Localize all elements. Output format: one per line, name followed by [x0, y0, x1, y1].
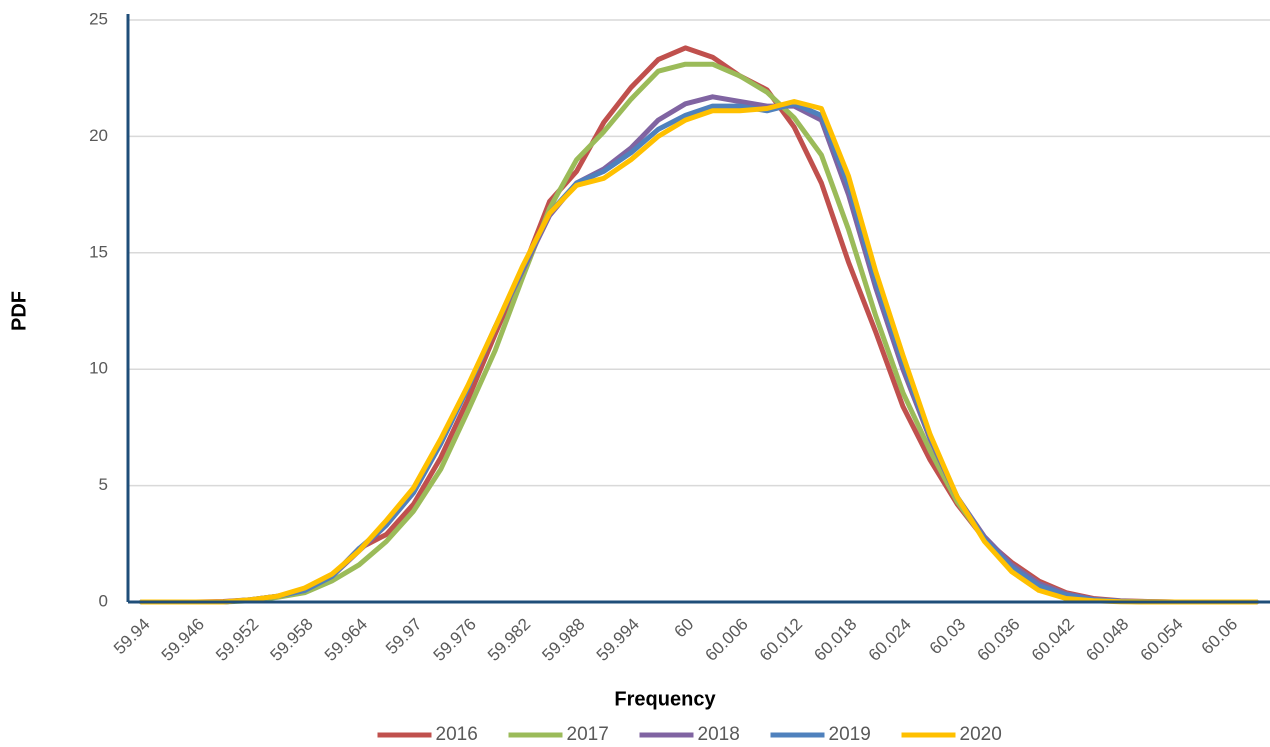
legend-label: 2018 [698, 724, 740, 745]
y-tick-label: 5 [99, 475, 108, 494]
series-line [139, 45, 1259, 605]
x-axis-title: Frequency [614, 688, 716, 710]
x-tick-label: 60.024 [865, 615, 915, 665]
x-tick-label: 59.97 [382, 615, 426, 659]
x-tick-label: 60 [671, 615, 698, 642]
legend-label: 2020 [960, 724, 1002, 745]
x-tick-label: 59.94 [110, 615, 154, 659]
x-tick-label: 59.958 [267, 615, 317, 665]
x-tick-label: 60.012 [756, 615, 806, 665]
x-tick-label: 59.964 [321, 615, 371, 665]
y-tick-label: 10 [89, 359, 108, 378]
y-axis-title: PDF [8, 291, 30, 331]
series-line [139, 99, 1259, 605]
x-tick-label: 59.988 [538, 615, 588, 665]
series-line [139, 94, 1259, 605]
x-tick-label: 60.006 [702, 615, 752, 665]
y-tick-label: 15 [89, 242, 108, 261]
y-tick-label: 0 [99, 591, 108, 610]
series-line [139, 101, 1259, 605]
x-tick-label: 60.042 [1028, 615, 1078, 665]
x-tick-label: 60.06 [1198, 615, 1242, 659]
x-tick-label: 60.018 [810, 615, 860, 665]
x-tick-label: 59.946 [158, 615, 208, 665]
x-tick-label: 60.054 [1137, 615, 1187, 665]
x-tick-label: 60.048 [1082, 615, 1132, 665]
legend-label: 2016 [436, 724, 478, 745]
x-tick-label: 59.994 [593, 615, 643, 665]
y-tick-label: 25 [89, 9, 108, 28]
series-line [139, 61, 1259, 605]
legend-label: 2017 [567, 724, 609, 745]
x-tick-label: 59.982 [484, 615, 534, 665]
y-tick-label: 20 [89, 126, 108, 145]
x-tick-label: 59.976 [430, 615, 480, 665]
legend-label: 2019 [829, 724, 871, 745]
x-tick-label: 60.036 [973, 615, 1023, 665]
x-tick-label: 59.952 [212, 615, 262, 665]
x-tick-label: 60.03 [926, 615, 970, 659]
